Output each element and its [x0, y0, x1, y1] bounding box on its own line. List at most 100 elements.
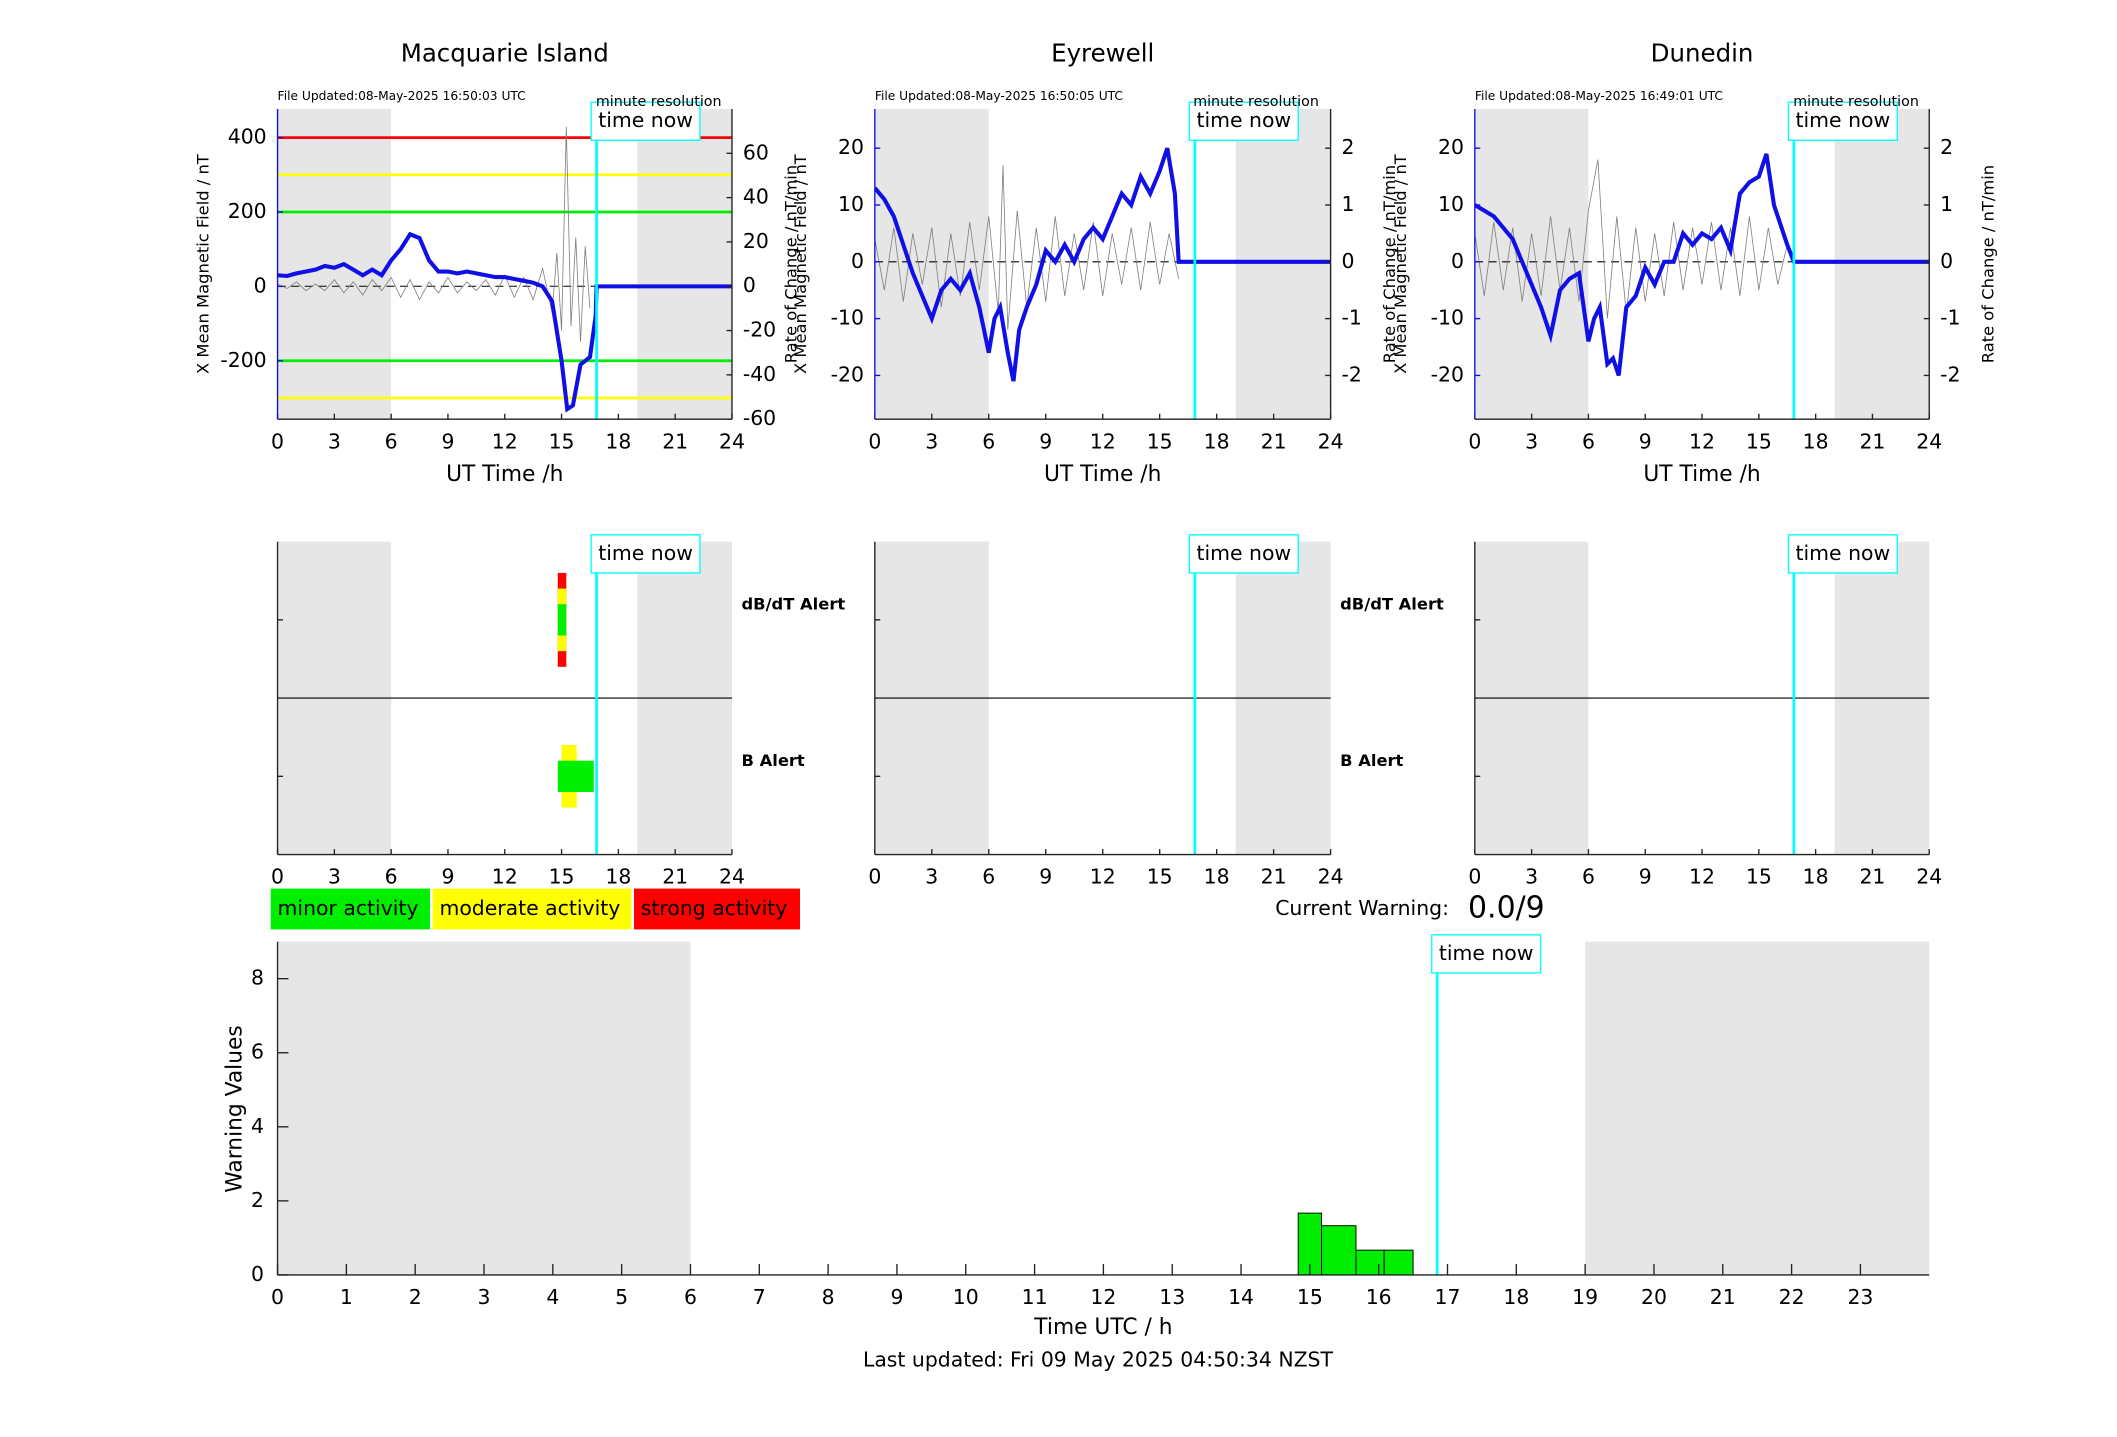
night-shading [277, 108, 392, 420]
x-axis-label: Time UTC / h [1033, 1315, 1172, 1340]
x-tick-label: 13 [1159, 1285, 1185, 1309]
x-tick-label: 6 [982, 429, 995, 453]
y2-tick-label: 60 [743, 140, 769, 164]
x-tick-label: 24 [1318, 429, 1344, 453]
x-tick-label: 14 [1228, 1285, 1254, 1309]
x-tick-label: 9 [1039, 429, 1052, 453]
legend-swatch [634, 888, 800, 930]
alert-row-label: dB/dT Alert [741, 594, 845, 613]
time-now-box [590, 534, 701, 574]
x-tick-label: 18 [605, 429, 631, 453]
warning-bar [1355, 1249, 1385, 1276]
y2-tick-label: -1 [1341, 306, 1361, 330]
file-updated: File Updated:08-May-2025 16:50:03 UTC [278, 89, 526, 103]
night-shading [637, 108, 732, 420]
legend-label: strong activity [641, 896, 788, 920]
x-tick-label: 16 [1366, 1285, 1392, 1309]
y-tick-label: 4 [251, 1114, 264, 1138]
x-tick-label: 24 [719, 865, 745, 889]
current-warning-label: Current Warning: [1275, 896, 1449, 920]
resolution-note: minute resolution [596, 94, 722, 110]
x-tick-label: 21 [1261, 865, 1287, 889]
x-axis-label: UT Time /h [446, 462, 563, 487]
y-tick-label: 20 [1438, 135, 1464, 159]
x-tick-label: 15 [1147, 429, 1173, 453]
x-tick-label: 12 [1689, 429, 1715, 453]
x-tick-label: 20 [1641, 1285, 1667, 1309]
y-tick-label: -10 [831, 306, 864, 330]
y2-tick-label: 0 [743, 273, 756, 297]
y2-tick-label: 40 [743, 185, 769, 209]
alert-block [557, 760, 594, 792]
time-now-label: time now [1796, 541, 1891, 565]
y-tick-label: 200 [228, 199, 267, 223]
y-tick-label: 0 [251, 1262, 264, 1286]
x-tick-label: 15 [549, 429, 575, 453]
x-axis-label: UT Time /h [1643, 462, 1760, 487]
time-now-label: time now [598, 108, 693, 132]
y-tick-label: 8 [251, 966, 264, 990]
night-shading [277, 941, 691, 1275]
field-line [277, 231, 732, 413]
y2-tick-label: -40 [743, 362, 776, 386]
y2-tick-label: 0 [1940, 249, 1953, 273]
resolution-note: minute resolution [1793, 94, 1919, 110]
x-tick-label: 18 [1803, 865, 1829, 889]
y-axis-label: X Mean Magnetic Field / nT [791, 153, 810, 374]
x-tick-label: 0 [1468, 865, 1481, 889]
x-tick-label: 21 [662, 429, 688, 453]
chart-title: Eyrewell [1051, 39, 1154, 68]
legend-swatch [270, 888, 430, 930]
y-tick-label: 10 [838, 192, 864, 216]
x-tick-label: 10 [953, 1285, 979, 1309]
x-tick-label: 12 [492, 865, 518, 889]
x-tick-label: 12 [1689, 865, 1715, 889]
y2-tick-label: -1 [1940, 306, 1960, 330]
y-tick-label: 0 [1451, 249, 1464, 273]
x-tick-label: 11 [1022, 1285, 1048, 1309]
night-shading [1834, 108, 1930, 420]
x-tick-label: 1 [340, 1285, 353, 1309]
y-axis-label: X Mean Magnetic Field / nT [194, 153, 213, 374]
x-tick-label: 12 [492, 429, 518, 453]
alert-block [557, 604, 567, 636]
chart-title: Macquarie Island [401, 39, 609, 68]
time-now-box [1787, 534, 1898, 574]
x-tick-label: 19 [1572, 1285, 1598, 1309]
y2-axis-label: Rate of Change / nT/min [1979, 165, 1998, 363]
x-tick-label: 15 [1746, 429, 1772, 453]
x-tick-label: 21 [1261, 429, 1287, 453]
y-tick-label: 10 [1438, 192, 1464, 216]
y2-axis-label: Rate of Change / nT/min [1380, 165, 1399, 363]
x-tick-label: 24 [1318, 865, 1344, 889]
x-tick-label: 6 [684, 1285, 697, 1309]
x-tick-label: 6 [1582, 429, 1595, 453]
x-tick-label: 3 [328, 429, 341, 453]
alert-row-label: B Alert [1340, 751, 1403, 770]
y-tick-label: -200 [220, 348, 266, 372]
y2-axis-label: Rate of Change / nT/min [781, 165, 800, 363]
time-now-box [590, 101, 701, 141]
field-line [874, 147, 1331, 382]
time-now-box [1431, 934, 1542, 974]
x-tick-label: 4 [546, 1285, 559, 1309]
x-tick-label: 9 [441, 429, 454, 453]
y2-tick-label: 0 [1341, 249, 1354, 273]
file-updated: File Updated:08-May-2025 16:50:05 UTC [875, 89, 1123, 103]
x-tick-label: 12 [1090, 865, 1116, 889]
y-tick-label: -10 [1431, 306, 1464, 330]
legend-label: minor activity [278, 896, 419, 920]
x-tick-label: 0 [868, 429, 881, 453]
x-tick-label: 9 [1639, 429, 1652, 453]
x-tick-label: 18 [1803, 429, 1829, 453]
x-tick-label: 5 [615, 1285, 628, 1309]
y-axis-label: Warning Values [222, 1025, 247, 1192]
x-tick-label: 18 [605, 865, 631, 889]
y2-tick-label: 20 [743, 229, 769, 253]
y-tick-label: 6 [251, 1040, 264, 1064]
rate-of-change-line [874, 165, 1180, 331]
y2-tick-label: 1 [1341, 192, 1354, 216]
x-tick-label: 0 [271, 429, 284, 453]
x-tick-label: 15 [1147, 865, 1173, 889]
